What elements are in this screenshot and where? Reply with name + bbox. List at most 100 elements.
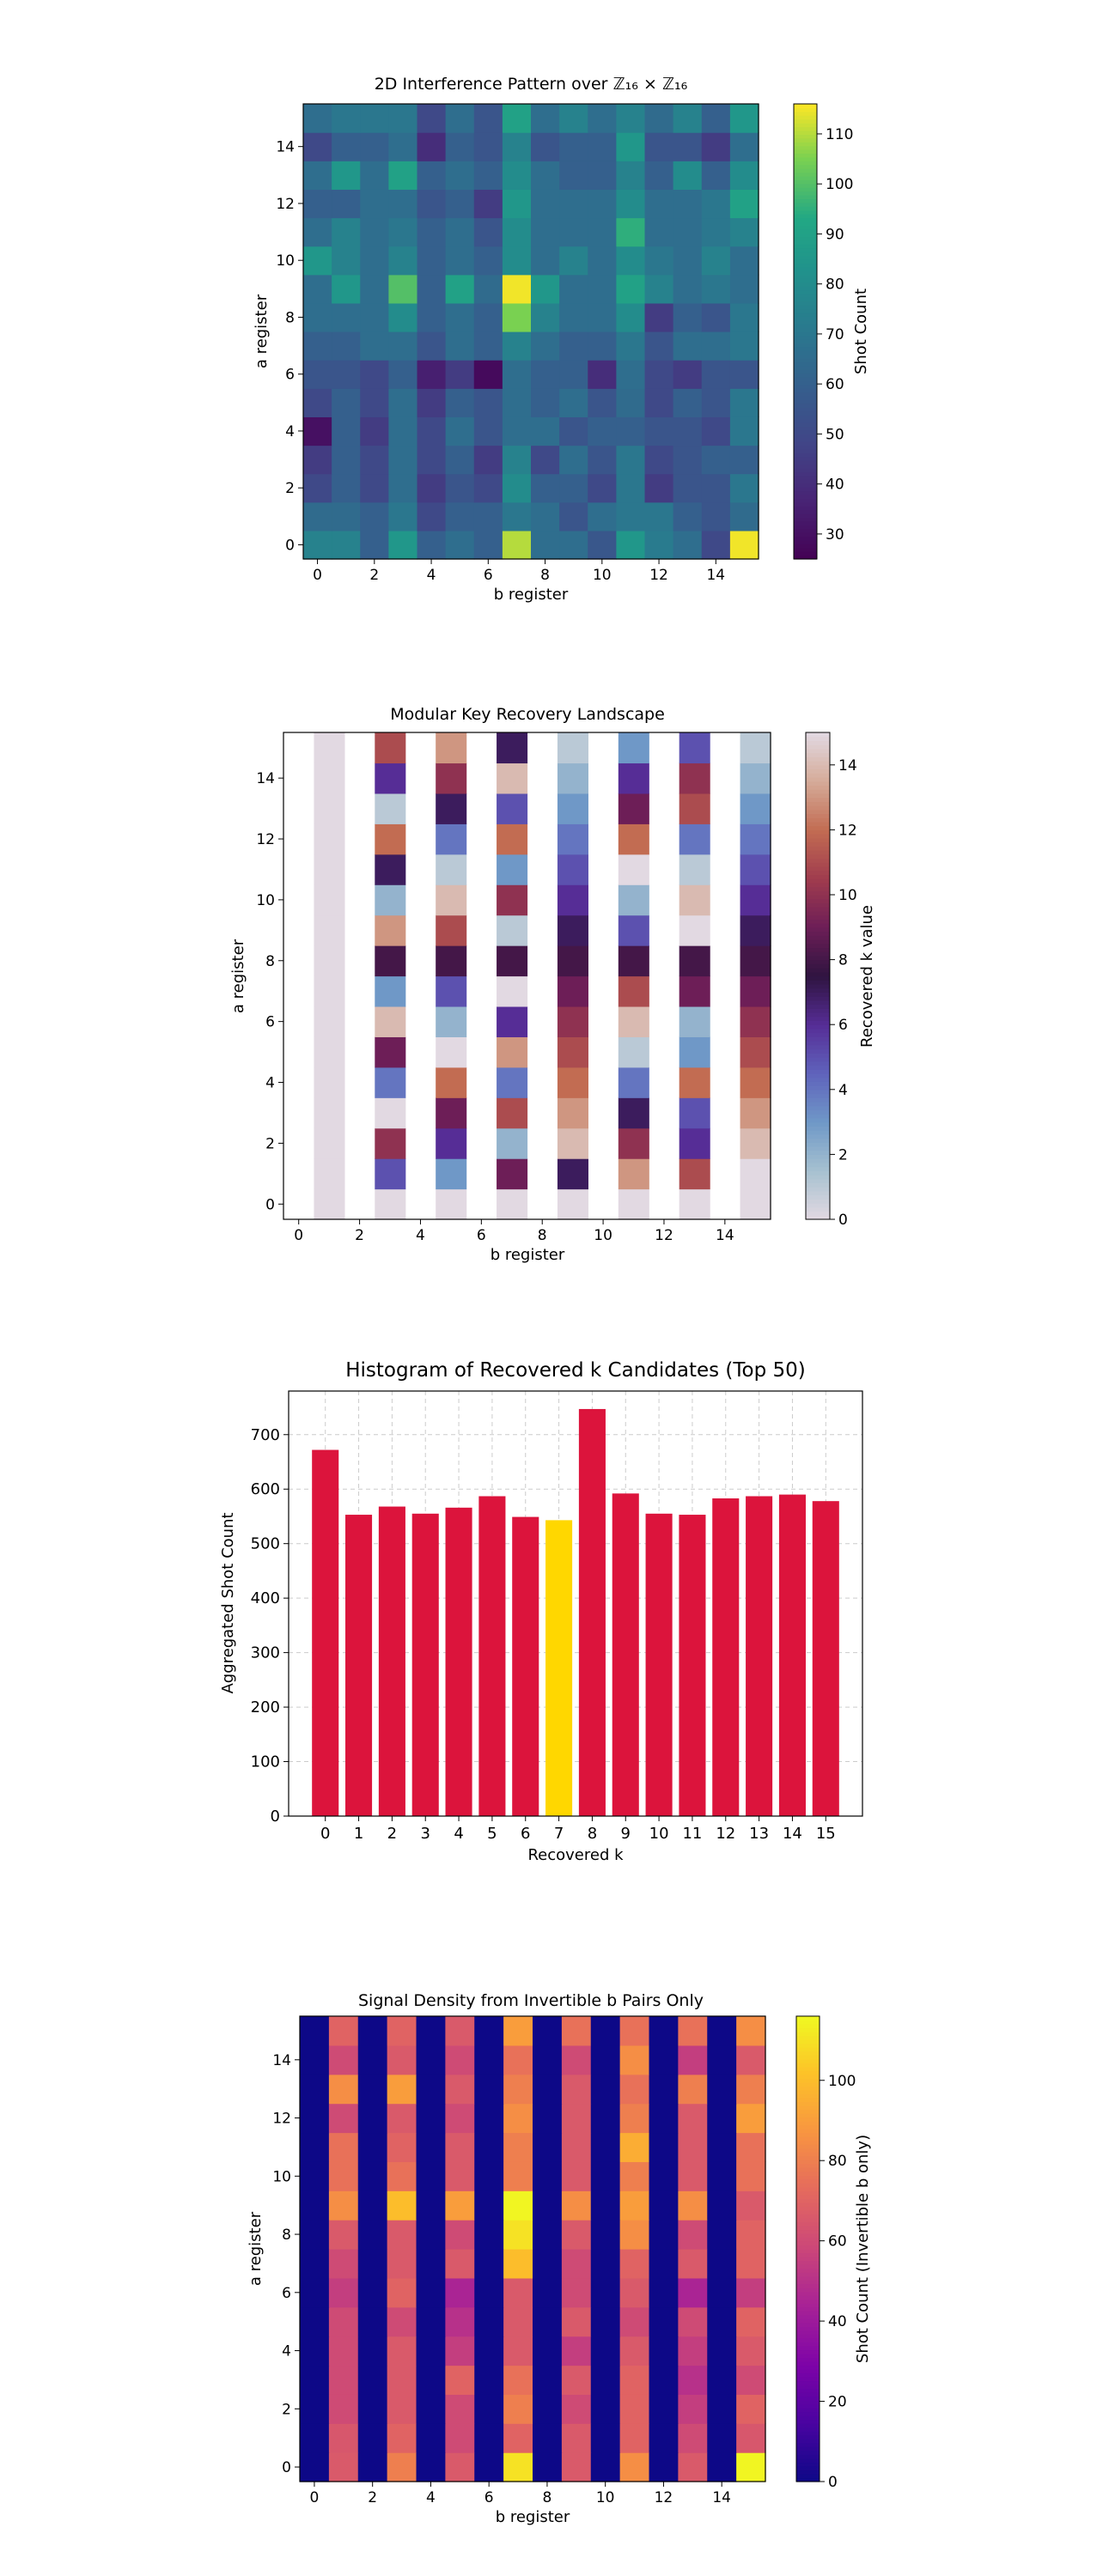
heatmap-cell-a5-b11	[618, 1036, 649, 1068]
chart1-frame	[302, 103, 759, 560]
heatmap-cell-a5-b4	[417, 388, 447, 417]
heatmap-cell-a10-b8	[533, 2161, 563, 2191]
heatmap-cell-a1-b3	[375, 1158, 406, 1190]
heatmap-cell-a6-b12	[649, 2277, 679, 2308]
colorbar-segment	[794, 460, 817, 465]
heatmap-cell-a2-b8	[531, 473, 560, 503]
heatmap-cell-a10-b4	[416, 2161, 446, 2191]
heatmap-cell-a10-b6	[473, 246, 503, 276]
colorbar-tick-label: 90	[826, 226, 844, 243]
colorbar-segment	[796, 2295, 820, 2300]
colorbar-tick-label: 0	[838, 1212, 848, 1229]
heatmap-cell-a3-b11	[618, 1097, 649, 1129]
x-tick-label: 11	[682, 1825, 702, 1843]
colorbar-segment	[794, 206, 817, 211]
colorbar-segment	[794, 289, 817, 295]
y-tick-label: 12	[256, 831, 275, 848]
heatmap-cell-a13-b13	[673, 161, 703, 190]
colorbar-segment	[794, 453, 817, 458]
colorbar-segment	[796, 2214, 820, 2219]
colorbar-segment	[796, 2353, 820, 2359]
heatmap-cell-a5-b14	[701, 388, 731, 417]
heatmap-cell-a0-b4	[416, 2452, 446, 2482]
heatmap-cell-a7-b5	[436, 975, 467, 1007]
colorbar-segment	[796, 2249, 820, 2254]
colorbar-segment	[806, 736, 830, 742]
colorbar-segment	[794, 111, 817, 116]
colorbar-frame	[793, 103, 818, 560]
heatmap-cell-a5-b0	[303, 388, 332, 417]
heatmap-cell-a1-b8	[531, 501, 560, 532]
heatmap-cell-a11-b5	[445, 2132, 475, 2162]
heatmap-cell-a2-b13	[679, 1127, 710, 1159]
colorbar-segment	[806, 1145, 830, 1151]
heatmap-cell-a12-b9	[559, 189, 588, 219]
heatmap-cell-a2-b3	[375, 1127, 406, 1159]
heatmap-cell-a7-b5	[445, 331, 475, 361]
colorbar-segment	[796, 2128, 820, 2134]
heatmap-cell-a15-b1	[314, 732, 345, 764]
heatmap-cell-a1-b5	[445, 501, 475, 532]
heatmap-cell-a1-b14	[701, 501, 731, 532]
colorbar-segment	[796, 2198, 820, 2203]
heatmap-cell-a5-b7	[497, 1036, 528, 1068]
heatmap-cell-a8-b3	[388, 302, 418, 332]
heatmap-cell-a10-b15	[736, 2161, 766, 2191]
chart1-colorbar: 30 40 50 60 70 80 90 100 110	[793, 103, 853, 560]
colorbar-segment	[796, 2043, 820, 2048]
colorbar-segment	[806, 837, 830, 843]
heatmap-cell-a0-b3	[388, 530, 418, 560]
heatmap-cell-a14-b2	[357, 2044, 388, 2075]
colorbar-segment	[796, 2063, 820, 2068]
colorbar-segment	[796, 2035, 820, 2040]
colorbar-segment	[796, 2419, 820, 2424]
heatmap-cell-a14-b14	[701, 132, 731, 161]
y-tick-label: 8	[285, 309, 295, 326]
x-tick-label: 2	[355, 1227, 364, 1244]
colorbar-segment	[794, 115, 817, 120]
heatmap-cell-a9-b0	[303, 274, 332, 304]
heatmap-cell-a13-b9	[561, 2074, 592, 2105]
heatmap-cell-a5-b15	[729, 388, 759, 417]
x-tick-label: 6	[521, 1825, 530, 1843]
heatmap-cell-a6-b3	[375, 1005, 406, 1037]
heatmap-cell-a13-b11	[616, 161, 646, 190]
heatmap-cell-a14-b1	[314, 762, 345, 794]
colorbar-segment	[806, 902, 830, 908]
heatmap-cell-a9-b9	[557, 914, 588, 946]
heatmap-cell-a15-b7	[497, 732, 528, 764]
colorbar-segment	[806, 980, 830, 985]
heatmap-cell-a2-b1	[314, 1127, 345, 1159]
heatmap-cell-a13-b0	[303, 161, 332, 190]
colorbar-segment	[806, 1060, 830, 1066]
heatmap-cell-a6-b0	[300, 2277, 330, 2308]
heatmap-cell-a3-b5	[436, 1097, 467, 1129]
colorbar-segment	[806, 846, 830, 851]
heatmap-cell-a0-b2	[360, 530, 389, 560]
colorbar-segment	[806, 1114, 830, 1119]
colorbar-segment	[806, 817, 830, 823]
colorbar-segment	[796, 2462, 820, 2467]
colorbar-segment	[794, 179, 817, 185]
colorbar-segment	[796, 2450, 820, 2455]
heatmap-cell-a1-b6	[474, 2423, 504, 2453]
colorbar-segment	[796, 2415, 820, 2421]
chart2-colorbar: 0 2 4 6 8 10 12 14	[805, 732, 857, 1229]
x-tick-label: 7	[554, 1825, 564, 1843]
heatmap-cell-a9-b5	[445, 2190, 475, 2221]
colorbar-segment	[794, 266, 817, 271]
heatmap-cell-a3-b1	[332, 445, 361, 475]
colorbar-segment	[796, 2032, 820, 2037]
colorbar-segment	[794, 544, 817, 549]
colorbar-segment	[796, 2392, 820, 2397]
heatmap-cell-a4-b14	[701, 416, 731, 447]
heatmap-cell-a14-b3	[375, 762, 406, 794]
chart3-frame	[288, 1390, 863, 1817]
colorbar-segment	[806, 825, 830, 830]
colorbar-segment	[806, 1126, 830, 1131]
colorbar-tick-label: 6	[838, 1017, 848, 1034]
heatmap-cell-a10-b5	[445, 2161, 475, 2191]
heatmap-cell-a8-b9	[561, 2220, 592, 2250]
y-tick-label: 10	[272, 2168, 291, 2185]
heatmap-cell-a13-b0	[300, 2074, 330, 2105]
